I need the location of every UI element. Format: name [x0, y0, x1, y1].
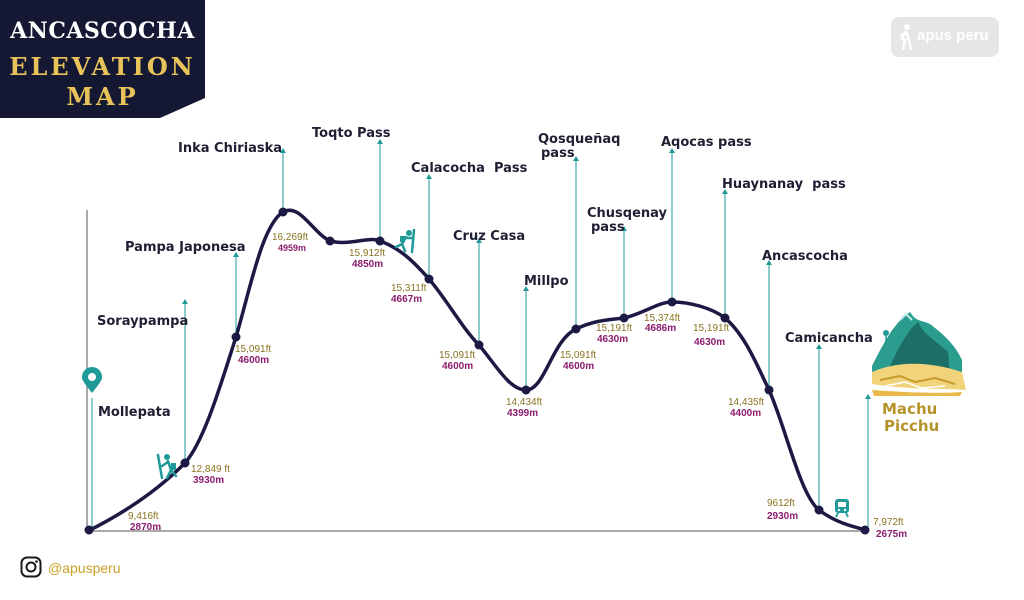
marker-lines	[91, 143, 869, 531]
m-machu-picchu: 2675m	[876, 529, 907, 540]
point-ancascocha	[764, 385, 774, 395]
destination-line-1: Machu	[882, 400, 937, 418]
ft-calacocha-pass: 15,311ft	[391, 283, 427, 294]
m-mollepata: 2870m	[130, 522, 161, 533]
point-machu-picchu	[860, 525, 870, 535]
m-ancascocha: 4400m	[730, 408, 761, 419]
m-qosquenaq-pass: 4600m	[563, 361, 594, 372]
label-toqto-pass: Toqto Pass	[312, 126, 391, 141]
label-aqocas-pass: Aqocas pass	[661, 135, 752, 150]
m-millpo: 4399m	[507, 408, 538, 419]
hiker-descending-icon	[394, 228, 416, 254]
point-aqocas-pass	[667, 297, 677, 307]
hiker-icon	[156, 453, 178, 480]
ft-camicancha: 9612ft	[767, 498, 795, 509]
m-pampa-japonesa: 4600m	[238, 355, 269, 366]
m-calacocha-pass: 4667m	[391, 294, 422, 305]
label-chusqenay-line2: pass	[591, 220, 625, 235]
m-aqocas-pass: 4686m	[645, 323, 676, 334]
label-qosquenaq-pass: Qosqueñaq pass	[538, 132, 625, 161]
label-millpo: Millpo	[524, 274, 569, 289]
label-qosquenaq-line2: pass	[541, 146, 575, 161]
point-calacocha-pass	[424, 274, 434, 284]
ft-toqto-pass: 15,912ft	[349, 248, 385, 259]
label-chusqenay-line1: Chusqenay	[587, 206, 668, 221]
ft-qosquenaq-pass: 15,091ft	[560, 350, 596, 361]
ft-mollepata: 9,416ft	[128, 511, 159, 522]
banner-shape	[0, 0, 205, 118]
machu-picchu-illustration	[872, 312, 966, 396]
ft-chusqenay-pass: 15,191ft	[596, 323, 632, 334]
ft-pampa-japonesa: 15,091ft	[235, 344, 271, 355]
title-line-3: MAP	[66, 82, 139, 111]
point-toqto-pass	[375, 236, 385, 246]
title-line-2: ELEVATION	[9, 52, 196, 81]
marker-arrowheads	[182, 139, 871, 399]
m-soraypampa: 3930m	[193, 475, 224, 486]
instagram-icon	[20, 556, 42, 578]
route-points	[84, 207, 870, 535]
ft-millpo: 14,434ft	[506, 397, 542, 408]
train-icon	[835, 499, 849, 518]
point-inka-chiriaska	[278, 207, 288, 217]
ft-cruz-casa: 15,091ft	[439, 350, 475, 361]
label-soraypampa: Soraypampa	[97, 314, 188, 329]
m-huaynanay-pass: 4630m	[694, 337, 725, 348]
m-chusqenay-pass: 4630m	[597, 334, 628, 345]
ft-soraypampa: 12,849 ft	[191, 464, 230, 475]
apus-peru-logo: apus peru	[891, 17, 999, 57]
point-cruz-casa	[474, 340, 484, 350]
label-calacocha-pass: Calacocha Pass	[411, 161, 528, 176]
m-camicancha: 2930m	[767, 511, 798, 522]
title-line-1: ANCASCOCHA	[10, 18, 195, 44]
label-camicancha: Camicancha	[785, 331, 873, 346]
label-chusqenay-pass: Chusqenay pass	[587, 206, 672, 235]
m-toqto-pass: 4850m	[352, 259, 383, 270]
ft-inka-chiriaska: 16,269ft	[272, 232, 308, 243]
label-inka-chiriaska: Inka Chiriaska	[178, 141, 282, 156]
point-unnamed	[325, 236, 335, 246]
destination-line-2: Picchu	[884, 417, 939, 435]
label-ancascocha: Ancascocha	[762, 249, 848, 264]
social-handle[interactable]: @apusperu	[48, 560, 121, 576]
m-inka-chiriaska: 4959m	[278, 243, 306, 253]
point-qosquenaq-pass	[571, 324, 581, 334]
label-pampa-japonesa: Pampa Japonesa	[125, 240, 246, 255]
point-huaynanay-pass	[720, 313, 730, 323]
point-mollepata	[84, 525, 94, 535]
ft-ancascocha: 14,435ft	[728, 397, 764, 408]
location-pin-icon	[82, 367, 102, 393]
ft-aqocas-pass: 15,374ft	[644, 313, 680, 324]
label-qosquenaq-line1: Qosqueñaq	[538, 132, 620, 147]
ft-huaynanay-pass: 15,191ft	[693, 323, 729, 334]
route-line	[86, 208, 868, 533]
m-cruz-casa: 4600m	[442, 361, 473, 372]
point-pampa-japonesa	[231, 332, 241, 342]
logo-hiker-icon	[899, 24, 913, 51]
label-cruz-casa: Cruz Casa	[453, 229, 525, 244]
label-mollepata: Mollepata	[98, 405, 171, 420]
point-soraypampa	[180, 458, 190, 468]
logo-text: apus peru	[917, 27, 989, 44]
title-banner: ANCASCOCHA ELEVATION MAP	[0, 0, 205, 118]
label-huaynanay-pass: Huaynanay pass	[722, 177, 846, 192]
ft-machu-picchu: 7,972ft	[873, 517, 904, 528]
point-chusqenay-pass	[619, 313, 629, 323]
point-millpo	[521, 385, 531, 395]
point-camicancha	[814, 505, 824, 515]
